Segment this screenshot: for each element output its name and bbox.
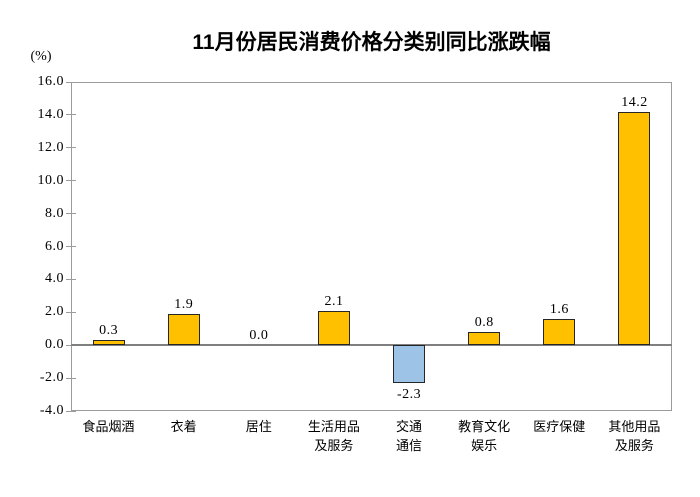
zero-line	[71, 344, 672, 347]
x-axis-label-7: 其他用品 及服务	[608, 419, 661, 453]
x-axis-label-0: 食品烟酒	[82, 419, 135, 434]
y-axis-tick-label: 10.0	[37, 172, 64, 188]
x-axis-label-5: 教育文化 娱乐	[458, 419, 511, 453]
y-axis-tick-mark	[66, 147, 76, 149]
y-axis-tick-label: 2.0	[45, 304, 64, 320]
bar-0	[92, 340, 125, 346]
x-axis-label-4: 交通 通信	[396, 419, 423, 453]
x-axis-label-6: 医疗保健	[533, 419, 586, 434]
x-axis-label-1: 衣着	[170, 419, 197, 434]
bar-value-label-3: 2.1	[324, 293, 344, 309]
y-axis-tick-mark	[66, 410, 76, 412]
plot-area	[71, 82, 672, 411]
bar-value-label-7: 14.2	[621, 94, 648, 110]
y-axis-tick-label: 0.0	[45, 337, 64, 353]
bar-1	[167, 313, 200, 346]
y-axis-tick-mark	[66, 278, 76, 280]
y-axis-tick-mark	[66, 180, 76, 182]
y-axis-tick-label: 6.0	[45, 238, 64, 254]
bar-value-label-1: 1.9	[174, 296, 194, 312]
bar-4	[393, 345, 426, 384]
x-axis-label-2: 居住	[245, 419, 272, 434]
y-axis-unit-label: (%)	[30, 49, 52, 64]
bar-value-label-0: 0.3	[99, 323, 119, 339]
y-axis-tick-label: -2.0	[39, 370, 64, 386]
y-axis-tick-label: 8.0	[45, 205, 64, 221]
y-axis-tick-mark	[66, 246, 76, 247]
bar-6	[543, 318, 576, 346]
y-axis-tick-label: 4.0	[45, 271, 64, 287]
y-axis-tick-label: 16.0	[37, 74, 64, 89]
bar-value-label-6: 1.6	[549, 301, 569, 317]
y-axis-tick-mark	[66, 377, 76, 379]
bar-7	[618, 111, 651, 346]
bar-value-label-5: 0.8	[474, 315, 494, 331]
y-axis-tick-mark	[66, 81, 76, 83]
y-axis-tick-label: 12.0	[37, 139, 64, 155]
y-axis-tick-label: 14.0	[37, 106, 64, 122]
bar-5	[468, 332, 501, 346]
bar-3	[317, 310, 350, 346]
y-axis-tick-mark	[66, 114, 76, 116]
y-axis-tick-mark	[66, 311, 76, 313]
bar-value-label-2: 0.0	[249, 328, 269, 344]
y-axis-tick-label: -4.0	[39, 403, 64, 418]
y-axis-tick-mark	[66, 213, 76, 215]
chart-title: 11月份居民消费价格分类别同比涨跌幅	[192, 31, 551, 54]
x-axis-label-3: 生活用品 及服务	[307, 419, 360, 453]
bar-value-label-4: -2.3	[396, 387, 422, 403]
